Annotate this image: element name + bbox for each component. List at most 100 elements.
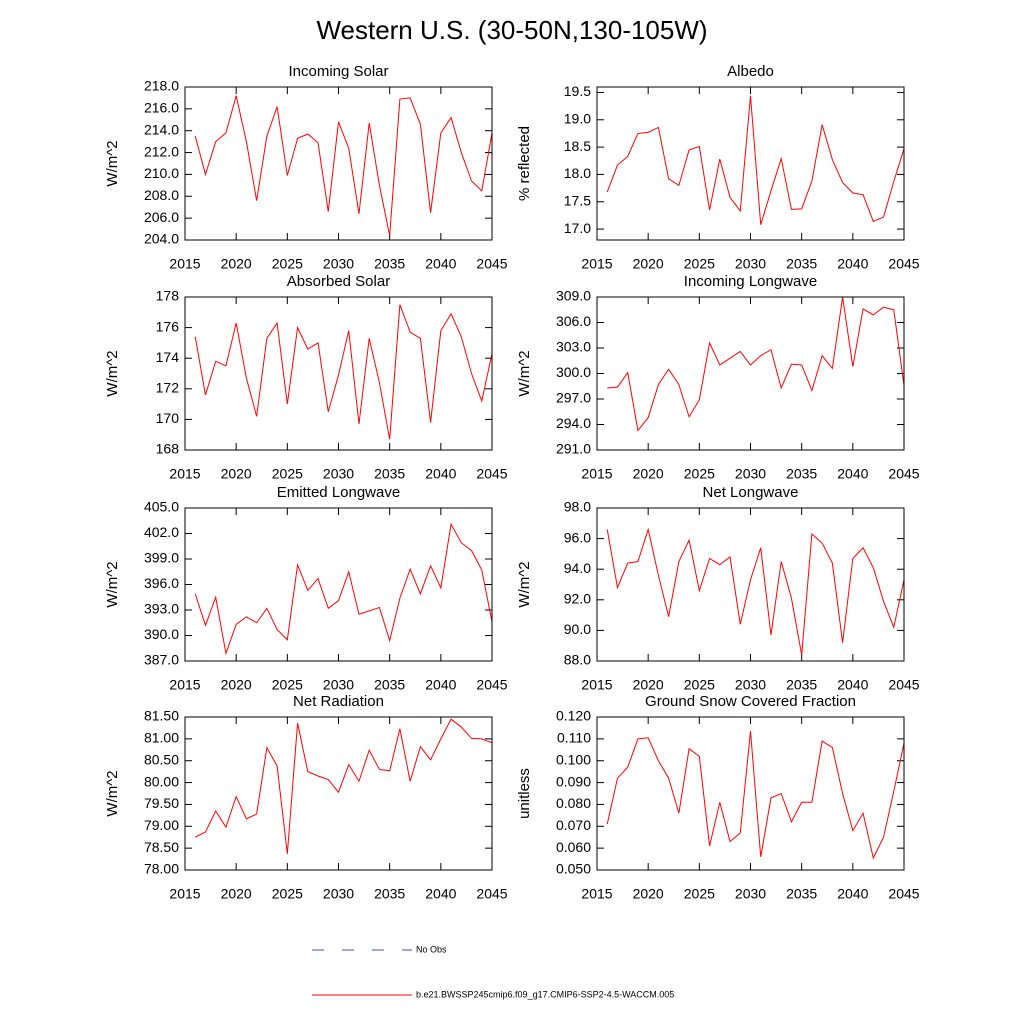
y-tick-label: 216.0	[144, 100, 179, 116]
x-tick-label: 2025	[684, 256, 715, 272]
x-tick-label: 2015	[169, 886, 200, 902]
plot-frame	[596, 716, 905, 871]
y-tick-label: 300.0	[556, 364, 591, 380]
x-tick-label: 2025	[272, 886, 303, 902]
x-tick-label: 2040	[837, 886, 868, 902]
x-tick-label: 2045	[476, 886, 507, 902]
y-tick-label: 79.50	[144, 795, 179, 811]
panel-title: Net Radiation	[293, 693, 384, 710]
y-tick-label: 80.00	[144, 773, 179, 789]
x-tick-label: 2025	[272, 466, 303, 482]
x-tick-label: 2020	[221, 256, 252, 272]
x-tick-label: 2045	[888, 886, 919, 902]
plot-frame	[596, 296, 905, 451]
y-tick-label: 19.0	[564, 110, 591, 126]
x-tick-label: 2040	[425, 677, 456, 693]
data-line	[607, 296, 905, 432]
x-tick-label: 2040	[425, 466, 456, 482]
x-tick-label: 2040	[425, 886, 456, 902]
y-tick-label: 0.080	[556, 795, 591, 811]
plot-frame	[596, 507, 905, 662]
x-tick-label: 2030	[735, 256, 766, 272]
y-tick-label: 170	[156, 410, 180, 426]
panel-title: Net Longwave	[703, 484, 799, 501]
legend-label: b.e21.BWSSP245cmip6.f09_g17.CMIP6-SSP2-4…	[416, 989, 674, 999]
x-tick-label: 2035	[786, 256, 817, 272]
x-tick-label: 2025	[272, 677, 303, 693]
y-axis-label: W/m^2	[104, 561, 121, 607]
panel-title: Incoming Longwave	[684, 273, 817, 290]
x-tick-label: 2045	[476, 677, 507, 693]
x-tick-label: 2020	[221, 677, 252, 693]
y-tick-label: 390.0	[144, 626, 179, 642]
y-tick-label: 96.0	[564, 529, 591, 545]
y-tick-label: 168	[156, 441, 180, 457]
x-tick-label: 2040	[837, 466, 868, 482]
x-tick-label: 2040	[837, 256, 868, 272]
data-line	[194, 522, 493, 656]
y-axis-label: W/m^2	[104, 140, 121, 186]
y-tick-label: 0.050	[556, 861, 591, 877]
y-tick-label: 0.100	[556, 751, 591, 767]
x-tick-label: 2025	[684, 466, 715, 482]
plot-frame	[184, 507, 493, 662]
y-tick-label: 297.0	[556, 390, 591, 406]
y-tick-label: 402.0	[144, 524, 179, 540]
y-tick-label: 88.0	[564, 652, 591, 668]
y-tick-label: 78.50	[144, 839, 179, 855]
panel-title: Absorbed Solar	[287, 273, 390, 290]
y-tick-label: 90.0	[564, 621, 591, 637]
x-tick-label: 2020	[633, 256, 664, 272]
x-tick-label: 2030	[735, 677, 766, 693]
x-tick-label: 2015	[581, 466, 612, 482]
y-tick-label: 405.0	[144, 499, 179, 515]
y-tick-label: 0.110	[557, 730, 591, 746]
y-tick-label: 291.0	[556, 441, 591, 457]
y-tick-label: 212.0	[144, 143, 179, 159]
y-tick-label: 306.0	[556, 313, 591, 329]
x-tick-label: 2015	[169, 466, 200, 482]
plot-frame	[184, 86, 493, 241]
data-line	[195, 718, 493, 854]
x-tick-label: 2045	[888, 256, 919, 272]
panel-title: Emitted Longwave	[277, 484, 400, 501]
x-tick-label: 2030	[323, 256, 354, 272]
panel-title: Incoming Solar	[288, 63, 388, 80]
y-tick-label: 80.50	[144, 751, 179, 767]
y-tick-label: 208.0	[144, 187, 179, 203]
y-tick-label: 393.0	[144, 601, 179, 617]
y-tick-label: 94.0	[564, 560, 591, 576]
y-tick-label: 214.0	[144, 121, 179, 137]
y-tick-label: 18.5	[564, 138, 591, 154]
data-line	[606, 731, 905, 860]
y-axis-label: W/m^2	[104, 770, 121, 816]
panel-title: Ground Snow Covered Fraction	[645, 693, 856, 710]
y-tick-label: 98.0	[564, 499, 591, 515]
y-tick-label: 18.0	[564, 165, 591, 181]
y-tick-label: 79.00	[144, 817, 179, 833]
x-tick-label: 2030	[735, 466, 766, 482]
x-tick-label: 2030	[735, 886, 766, 902]
x-tick-label: 2025	[684, 886, 715, 902]
x-tick-label: 2035	[374, 256, 405, 272]
x-tick-label: 2045	[888, 677, 919, 693]
y-tick-label: 78.00	[144, 861, 179, 877]
x-tick-label: 2035	[374, 677, 405, 693]
y-tick-label: 172	[156, 380, 180, 396]
panel-title: Albedo	[727, 63, 774, 80]
x-tick-label: 2020	[633, 886, 664, 902]
y-tick-label: 0.060	[556, 839, 591, 855]
x-tick-label: 2035	[786, 466, 817, 482]
x-tick-label: 2020	[221, 886, 252, 902]
y-tick-label: 0.120	[556, 708, 591, 724]
y-tick-label: 206.0	[144, 209, 179, 225]
x-tick-label: 2045	[476, 256, 507, 272]
figure-title: Western U.S. (30-50N,130-105W)	[316, 15, 707, 45]
x-tick-label: 2020	[633, 677, 664, 693]
x-tick-label: 2020	[221, 466, 252, 482]
x-tick-label: 2030	[323, 677, 354, 693]
x-tick-label: 2015	[581, 886, 612, 902]
x-tick-label: 2015	[169, 677, 200, 693]
x-tick-label: 2020	[633, 466, 664, 482]
